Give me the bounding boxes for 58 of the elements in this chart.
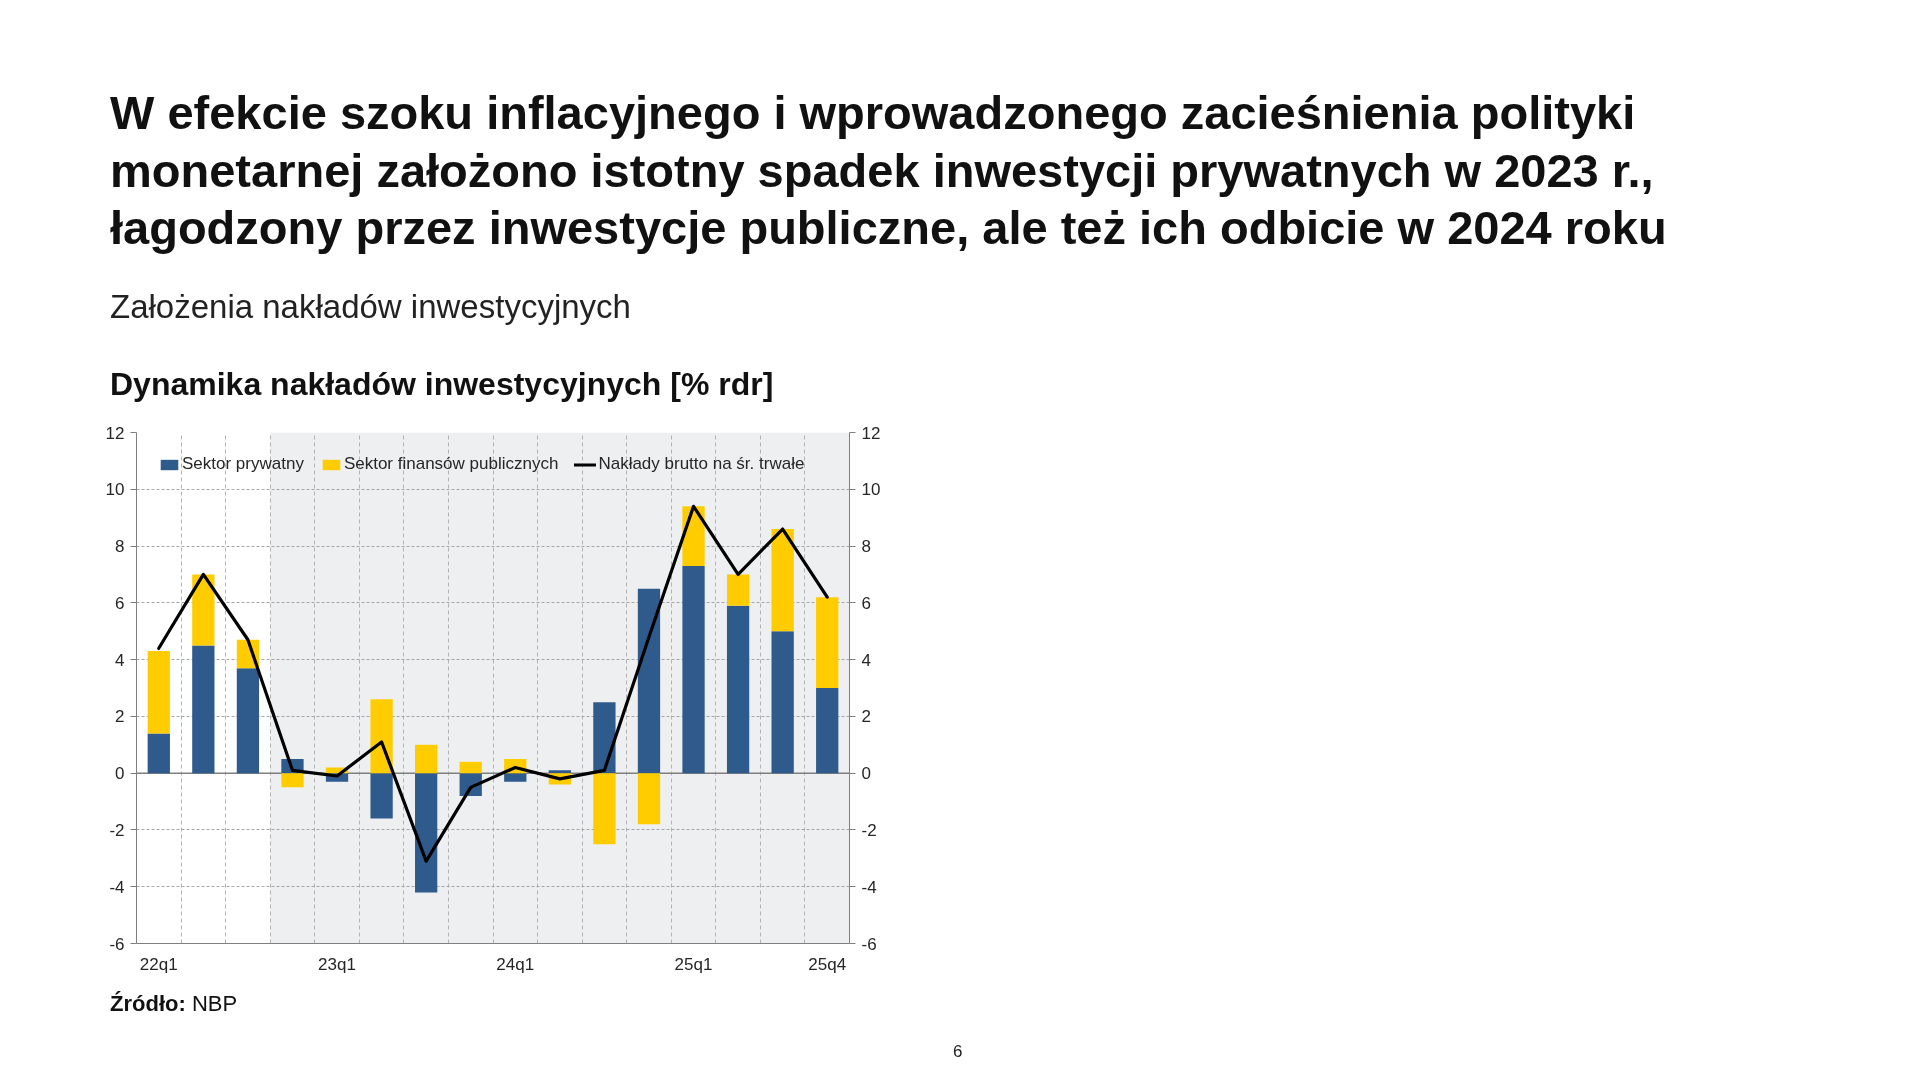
text: Źródło: NBP [110, 990, 238, 1017]
x-tick-label: 25q1 [674, 954, 713, 974]
bar [192, 645, 215, 774]
legend-label: Sektor finansów publicznych [343, 454, 559, 474]
y2-tick-label: -6 [861, 934, 877, 954]
bar [415, 744, 438, 774]
bar [504, 773, 527, 782]
bar [236, 668, 260, 774]
bar [816, 597, 839, 688]
line-series [157, 504, 829, 863]
y-tick-label: -2 [109, 820, 125, 840]
text: Dynamika nakładów inwestycyjnych [% rdr] [110, 365, 774, 404]
y-tick-label: -6 [109, 934, 125, 954]
y2-tick-label: 0 [861, 764, 871, 784]
bar [192, 574, 215, 646]
chart-subtitle: Założenia nakładów inwestycyjnych [110, 287, 631, 327]
bar [771, 529, 794, 632]
x-tick-label: 25q4 [808, 954, 847, 974]
y2-tick-label: 10 [861, 480, 881, 500]
y2-tick-label: -4 [861, 877, 877, 897]
bar [816, 688, 839, 774]
y2-tick-label: -2 [861, 820, 877, 840]
y-tick-label: 8 [115, 537, 125, 557]
text: 6 [953, 1041, 963, 1063]
y-tick-label: -4 [109, 877, 125, 897]
y-tick-label: 0 [115, 764, 125, 784]
bar [147, 733, 170, 774]
bar [147, 651, 170, 734]
bar [637, 588, 661, 774]
bar [593, 702, 616, 774]
bar [370, 773, 393, 819]
chart-title: W efekcie szoku inflacyjnego i wprowadzonego zacieśnienia polityki monetarnej założono istotny spadek inwestycji prywatnych w 2023 r., łagodzony przez inwestycje publiczne, ale też ich odbicie w 2024 roku [110, 85, 1668, 256]
bar [415, 773, 438, 893]
y-tick-label: 12 [105, 423, 125, 443]
y-tick-label: 6 [115, 593, 125, 613]
legend-label: Sektor prywatny [182, 454, 304, 474]
x-tick-label: 24q1 [496, 954, 535, 974]
bar [281, 773, 304, 788]
y2-tick-label: 2 [861, 707, 871, 727]
bar [370, 699, 393, 774]
y2-tick-label: 12 [861, 423, 881, 443]
bar [726, 605, 750, 774]
bar [637, 773, 661, 825]
bar [459, 761, 482, 774]
bar [548, 770, 571, 774]
bar [771, 631, 794, 774]
y-tick-label: 2 [115, 707, 125, 727]
bar [593, 773, 616, 845]
y-tick-label: 10 [105, 480, 125, 500]
legend-label: Nakłady brutto na śr. trwałe [598, 454, 805, 474]
bar [682, 565, 705, 774]
y2-tick-label: 8 [861, 537, 871, 557]
x-tick-label: 23q1 [318, 954, 356, 974]
y-tick-label: 4 [115, 650, 125, 670]
y2-tick-label: 4 [861, 650, 871, 670]
x-tick-label: 22q1 [139, 954, 178, 974]
bar [726, 574, 750, 606]
y2-tick-label: 6 [861, 593, 871, 613]
